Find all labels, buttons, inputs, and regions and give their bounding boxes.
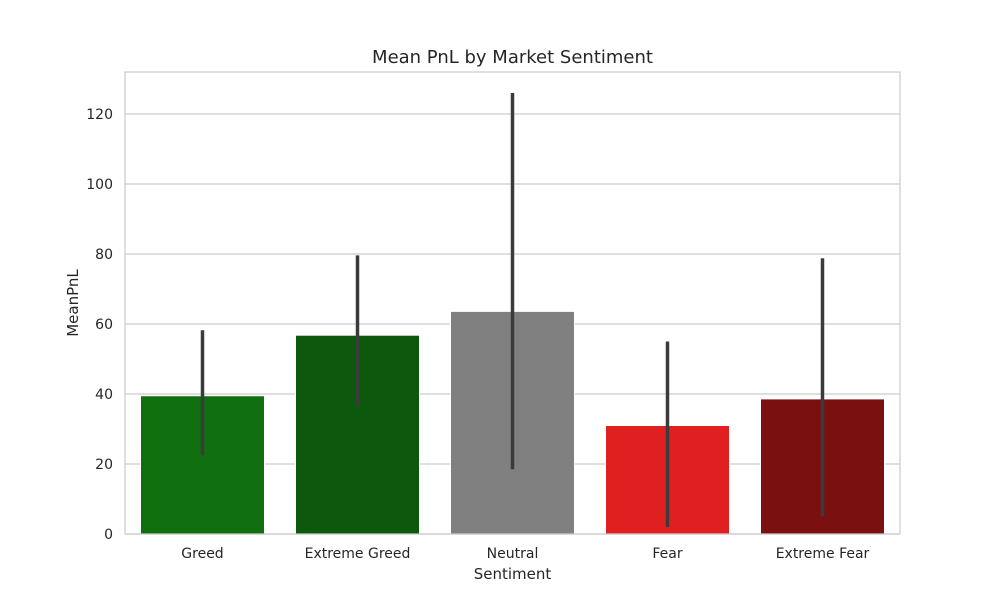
x-tick-label: Fear — [652, 546, 682, 562]
x-axis-label: Sentiment — [474, 565, 552, 583]
plot-frame — [124, 71, 901, 535]
x-tick-label: Extreme Greed — [305, 546, 411, 562]
x-tick-labels: Greed Extreme Greed Neutral Fear Extreme Fea… — [181, 546, 869, 562]
y-axis-label: MeanPnL — [64, 269, 82, 337]
y-tick-label: 100 — [86, 177, 113, 193]
y-tick-label: 120 — [86, 107, 113, 123]
y-tick-label: 40 — [95, 387, 113, 403]
x-tick-label: Neutral — [487, 546, 539, 562]
y-tick-label: 0 — [104, 527, 113, 543]
y-tick-label: 80 — [95, 247, 113, 263]
y-tick-label: 20 — [95, 457, 113, 473]
y-tick-labels: 0 20 40 60 80 100 120 — [86, 107, 113, 543]
x-tick-label: Extreme Fear — [776, 546, 870, 562]
chart-title: Mean PnL by Market Sentiment — [372, 47, 653, 68]
x-tick-label: Greed — [181, 546, 223, 562]
error-bars — [200, 93, 825, 527]
y-tick-label: 60 — [95, 317, 113, 333]
